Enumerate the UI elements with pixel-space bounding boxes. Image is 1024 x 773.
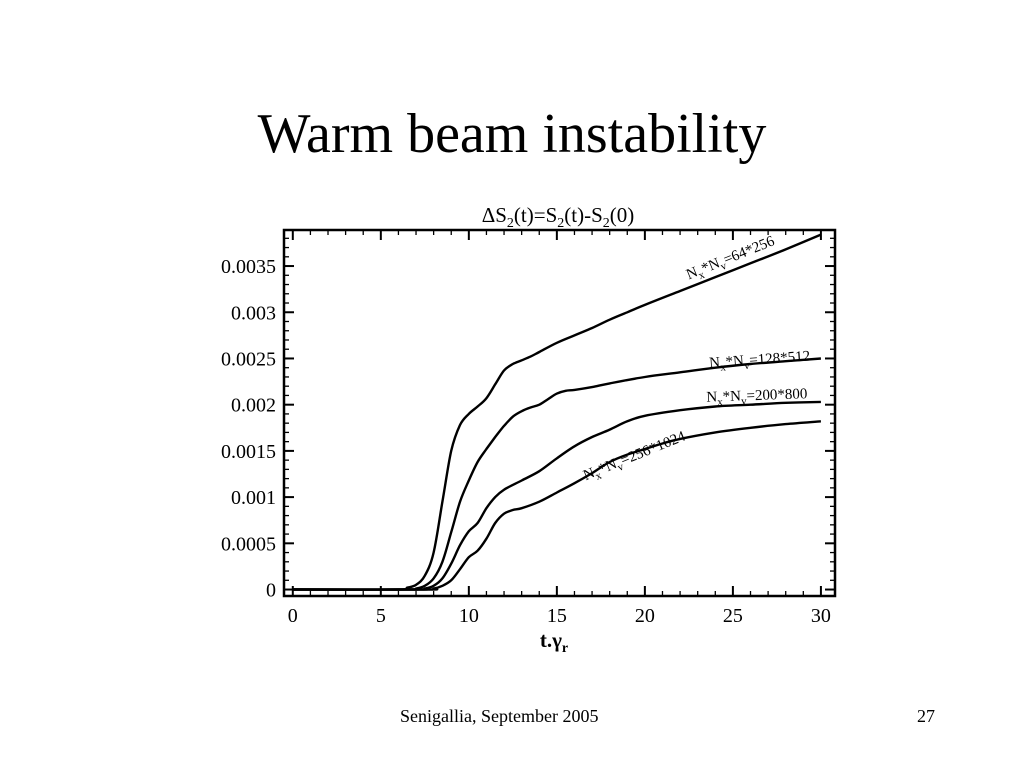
y-tick-label: 0.0015 — [221, 441, 276, 463]
y-tick-label: 0 — [266, 580, 276, 602]
x-tick-label: 10 — [459, 605, 479, 627]
y-tick-label: 0.003 — [231, 302, 276, 324]
x-tick-label: 0 — [288, 605, 298, 627]
slide-title: Warm beam instability — [257, 103, 767, 165]
series-label-2: Nx*Nv=128*512 — [709, 349, 811, 375]
page-number: 27 — [917, 706, 935, 726]
series-labels: Nx*Nv=64*256 Nx*Nv=128*512 Nx*Nv=200*800 Nx… — [581, 233, 811, 487]
x-tick-label: 25 — [723, 605, 743, 627]
x-tick-label: 30 — [811, 605, 831, 627]
series-line-2 — [292, 357, 821, 591]
plot-frame — [282, 228, 837, 598]
y-tick-label: 0.001 — [231, 487, 276, 509]
series-line-1 — [292, 233, 822, 591]
x-tick-label: 20 — [635, 605, 655, 627]
y-tick-label: 0.0005 — [221, 533, 276, 555]
y-tick-label: 0.0025 — [221, 348, 276, 370]
series-label-1: Nx*Nv=64*256 — [684, 233, 778, 286]
footer-text: Senigallia, September 2005 — [400, 706, 599, 726]
x-tick-label: 5 — [376, 605, 386, 627]
y-tick-label: 0.002 — [231, 395, 276, 417]
x-axis: 0 5 10 15 20 25 30 — [288, 230, 831, 627]
chart-title: ΔS2(t)=S2(t)-S2(0) — [482, 203, 635, 231]
y-axis: 0 0.0005 0.001 0.0015 0.002 0.0025 0.003 0.0035 — [221, 237, 835, 602]
series-label-3: Nx*Nv=200*800 — [706, 386, 808, 409]
y-tick-label: 0.0035 — [221, 256, 276, 278]
series-line-3 — [292, 400, 821, 591]
x-axis-label: t.γr — [540, 628, 568, 656]
series-label-4: Nx*Nv=256*1024 — [581, 428, 689, 487]
series-lines — [292, 233, 822, 591]
x-tick-label: 15 — [547, 605, 567, 627]
series-line-4 — [292, 420, 822, 591]
